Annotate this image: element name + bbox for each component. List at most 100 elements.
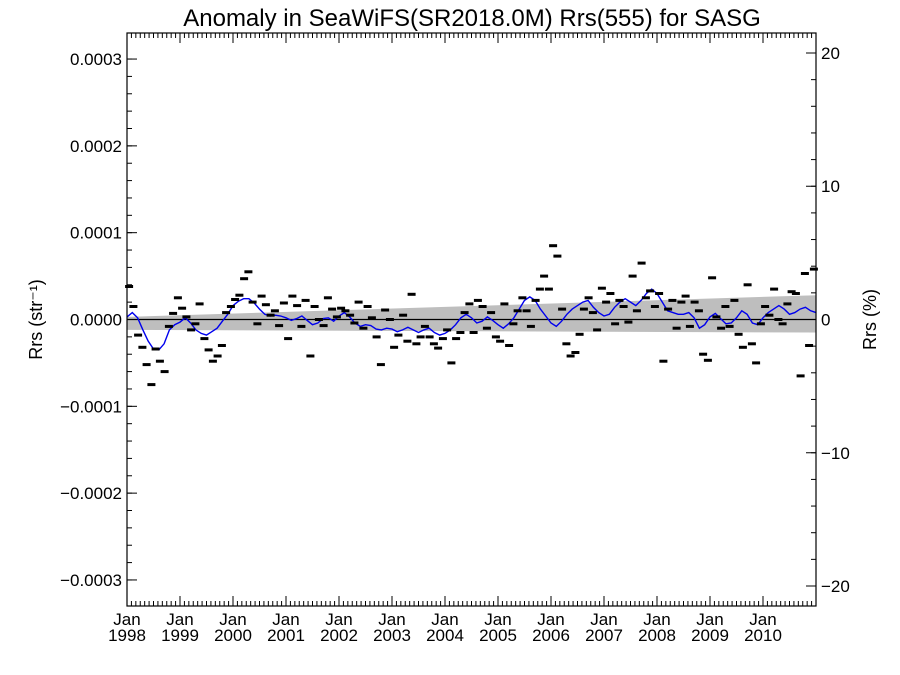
data-point	[231, 298, 240, 301]
data-point	[761, 305, 770, 308]
data-point	[385, 318, 394, 321]
data-point	[443, 328, 452, 332]
data-point	[584, 296, 593, 300]
data-point	[615, 298, 624, 302]
y-tick-label: −0.0001	[60, 397, 122, 416]
data-point	[632, 309, 641, 313]
data-point	[469, 331, 478, 334]
data-point	[456, 331, 465, 334]
data-point	[513, 309, 522, 313]
data-point	[487, 311, 496, 315]
y2-tick-label: −10	[821, 444, 850, 463]
data-points-layer	[125, 244, 818, 387]
x-tick-label-month: Jan	[643, 610, 670, 629]
data-point	[346, 313, 355, 317]
data-point	[496, 339, 505, 343]
data-point	[403, 339, 412, 343]
data-point	[659, 359, 668, 363]
y2-tick-label: −20	[821, 577, 850, 596]
data-point	[553, 254, 562, 258]
data-point	[125, 285, 134, 288]
data-point	[805, 344, 814, 347]
data-point	[752, 361, 761, 365]
data-point	[134, 333, 143, 337]
data-point	[217, 344, 226, 347]
x-tick-label-year: 2009	[691, 626, 729, 645]
data-point	[354, 300, 363, 304]
data-point	[319, 324, 328, 328]
data-point	[473, 298, 482, 302]
data-point	[341, 309, 350, 313]
data-point	[279, 301, 288, 305]
data-point	[310, 305, 319, 308]
data-point	[147, 383, 156, 387]
data-point	[155, 359, 164, 363]
data-point	[730, 298, 739, 302]
x-tick-label-month: Jan	[696, 610, 723, 629]
data-point	[778, 322, 787, 326]
data-point	[796, 374, 805, 378]
data-point	[747, 342, 756, 346]
data-point	[628, 274, 637, 278]
y2-tick-label: 0	[821, 311, 830, 330]
data-point	[500, 302, 509, 306]
data-point	[460, 311, 469, 315]
y-tick-label: 0.0002	[70, 137, 122, 156]
data-point	[394, 333, 403, 337]
x-tick-label-month: Jan	[166, 610, 193, 629]
data-point	[138, 345, 147, 349]
data-point	[187, 328, 196, 332]
data-point	[624, 320, 633, 324]
data-point	[240, 277, 249, 281]
data-point	[270, 309, 279, 313]
confidence-band-layer	[127, 295, 816, 333]
data-point	[306, 354, 315, 358]
data-point	[721, 305, 730, 308]
x-tick-label-month: Jan	[431, 610, 458, 629]
data-point	[505, 344, 514, 347]
data-point	[699, 352, 708, 356]
data-point	[160, 370, 169, 374]
data-point	[650, 305, 659, 308]
data-point	[677, 300, 686, 304]
data-point	[549, 244, 558, 248]
data-point	[182, 315, 191, 319]
data-point	[164, 324, 173, 328]
data-point	[248, 300, 257, 304]
data-point	[226, 305, 235, 308]
data-point	[611, 322, 620, 326]
data-point	[531, 298, 540, 302]
data-point	[367, 316, 376, 320]
data-point	[244, 270, 253, 274]
data-point	[390, 345, 399, 349]
data-point	[725, 324, 734, 328]
x-tick-label-month: Jan	[325, 610, 352, 629]
data-point	[297, 324, 306, 328]
data-point	[619, 305, 628, 308]
data-point	[142, 363, 151, 367]
x-tick-label-month: Jan	[272, 610, 299, 629]
data-point	[208, 359, 217, 363]
data-point	[399, 313, 408, 317]
data-point	[257, 294, 266, 298]
x-tick-label-month: Jan	[113, 610, 140, 629]
data-point	[465, 302, 474, 306]
data-point	[151, 347, 160, 351]
data-point	[783, 302, 792, 306]
data-point	[579, 307, 588, 311]
data-point	[129, 305, 138, 308]
data-point	[526, 324, 535, 328]
data-point	[200, 337, 209, 341]
data-point	[195, 302, 204, 306]
data-point	[337, 306, 346, 310]
data-point	[350, 321, 359, 325]
data-point	[261, 303, 270, 307]
data-point	[809, 267, 818, 271]
data-point	[412, 342, 421, 346]
data-point	[169, 311, 178, 315]
x-tick-label-year: 2002	[320, 626, 358, 645]
chart-title: Anomaly in SeaWiFS(SR2018.0M) Rrs(555) f…	[183, 5, 761, 32]
data-point	[703, 358, 712, 362]
data-point	[518, 296, 527, 300]
data-point	[558, 307, 567, 311]
